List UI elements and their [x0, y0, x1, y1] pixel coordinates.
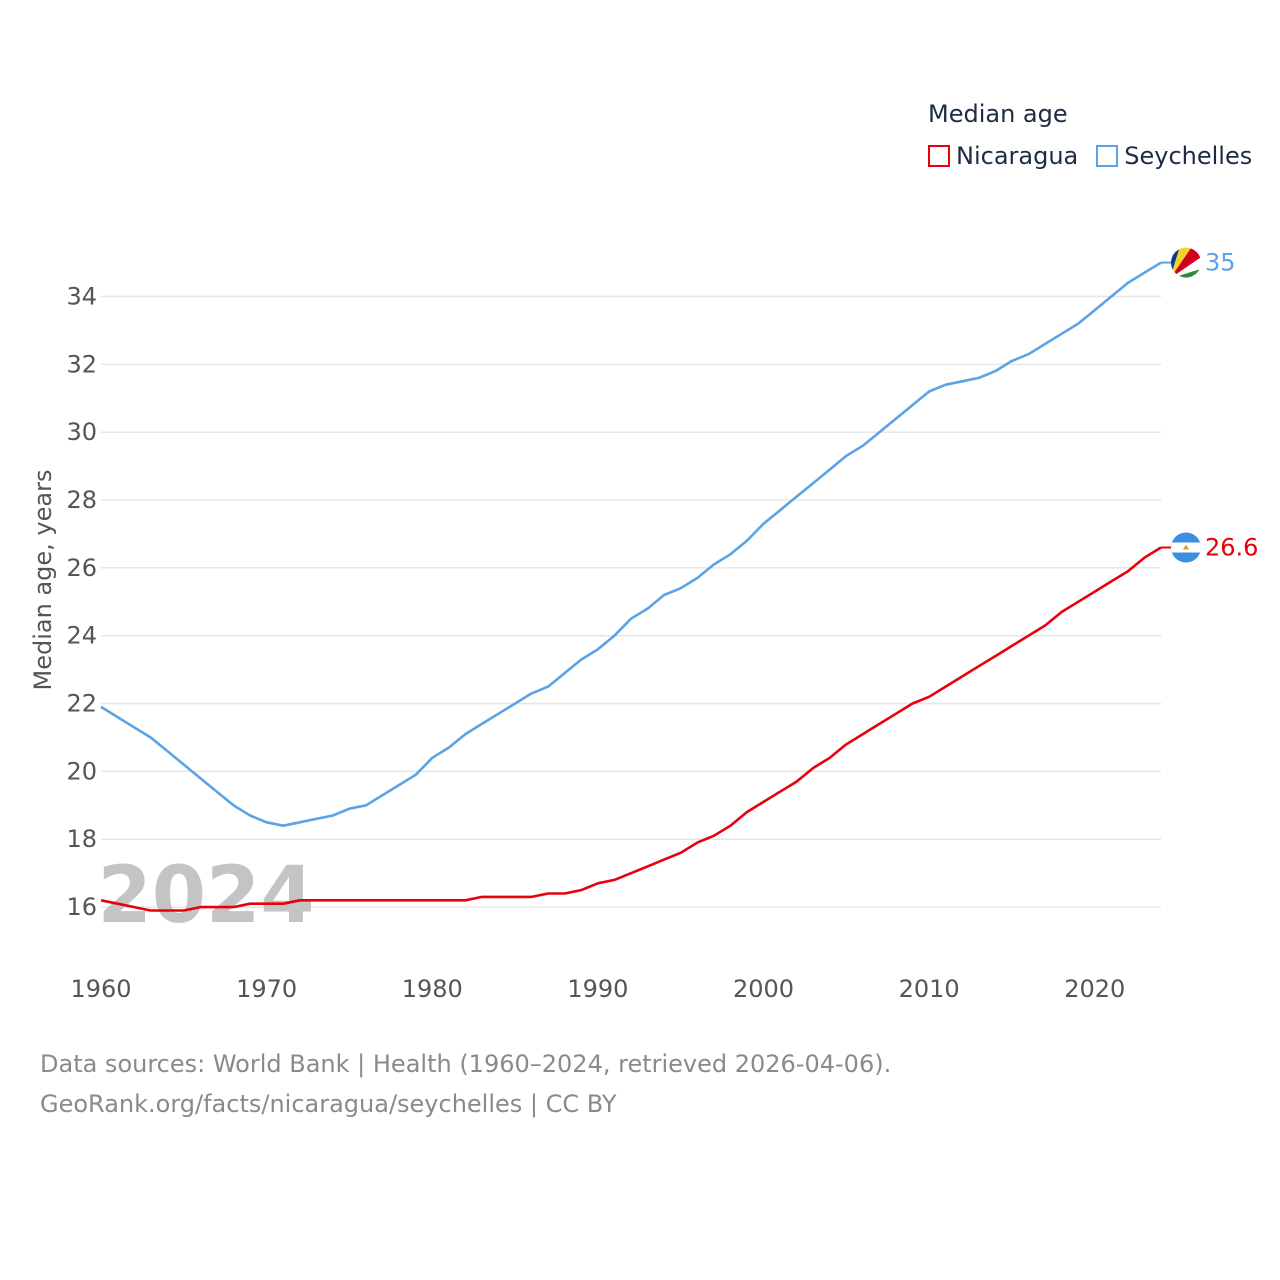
source-link[interactable]: GeoRank.org/facts/nicaragua/seychelles |…: [40, 1090, 617, 1118]
y-axis-ticks: 16 18 20 22 24 26 28 30 32 34: [66, 282, 97, 921]
legend-item-nicaragua[interactable]: Nicaragua: [928, 142, 1078, 170]
x-tick-label: 2010: [899, 975, 960, 1003]
y-tick-label: 18: [66, 825, 97, 853]
series-end-markers: 26.6 35: [1161, 247, 1258, 563]
x-tick-label: 2020: [1064, 975, 1125, 1003]
y-tick-label: 32: [66, 350, 97, 378]
data-sources: Data sources: World Bank | Health (1960–…: [40, 1044, 891, 1124]
series-line-nicaragua[interactable]: [100, 546, 1162, 912]
source-line: Data sources: World Bank | Health (1960–…: [40, 1050, 892, 1078]
legend-swatch-nicaragua: [928, 145, 950, 167]
y-tick-label: 24: [66, 622, 97, 650]
x-tick-label: 1970: [236, 975, 297, 1003]
x-axis-ticks: 1960 1970 1980 1990 2000 2010 2020: [70, 975, 1125, 1003]
legend-title: Median age: [928, 100, 1068, 128]
y-tick-label: 28: [66, 486, 97, 514]
legend-label-seychelles: Seychelles: [1124, 142, 1253, 170]
legend: Nicaragua Seychelles: [928, 142, 1270, 170]
gridlines: [101, 295, 1161, 908]
end-label-nicaragua: 26.6: [1205, 534, 1258, 562]
x-tick-label: 1980: [402, 975, 463, 1003]
series-lines: [100, 261, 1162, 912]
y-tick-label: 20: [66, 757, 97, 785]
legend-swatch-seychelles: [1096, 145, 1119, 167]
legend-item-seychelles[interactable]: Seychelles: [1096, 142, 1252, 170]
x-tick-label: 2000: [733, 975, 794, 1003]
series-line-seychelles[interactable]: [100, 261, 1162, 828]
nicaragua-flag-icon: [1171, 532, 1201, 563]
y-axis-label: Median age, years: [29, 470, 57, 691]
y-tick-label: 22: [66, 690, 97, 718]
y-tick-label: 26: [66, 554, 97, 582]
y-tick-label: 30: [66, 418, 97, 446]
end-label-seychelles: 35: [1205, 249, 1236, 277]
y-tick-label: 34: [66, 282, 97, 310]
x-tick-label: 1960: [70, 975, 131, 1003]
legend-label-nicaragua: Nicaragua: [956, 142, 1079, 170]
y-tick-label: 16: [66, 893, 97, 921]
seychelles-flag-icon: [1171, 247, 1201, 278]
year-watermark: 2024: [97, 851, 314, 941]
x-tick-label: 1990: [567, 975, 628, 1003]
